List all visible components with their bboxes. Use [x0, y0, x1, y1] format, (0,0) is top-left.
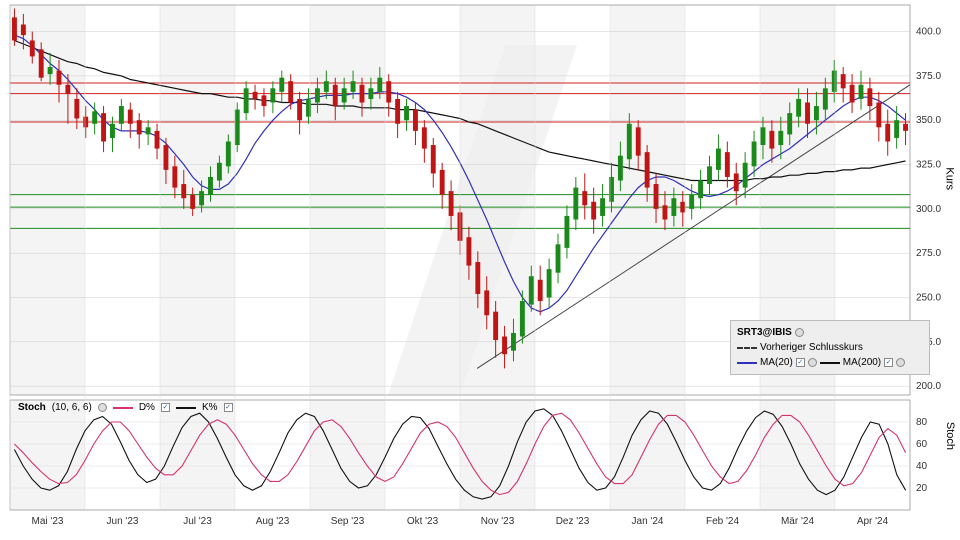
- stoch-title: Stoch: [18, 402, 46, 413]
- ma20-label: MA(20): [760, 355, 793, 370]
- svg-text:200.0: 200.0: [916, 381, 941, 392]
- chart-svg: 200.0225.0250.0275.0300.0325.0350.0375.0…: [0, 0, 960, 540]
- gear-icon[interactable]: [98, 403, 107, 412]
- stoch-axis-label: Stoch: [944, 422, 956, 450]
- stock-chart-container: 200.0225.0250.0275.0300.0325.0350.0375.0…: [0, 0, 960, 540]
- svg-text:250.0: 250.0: [916, 293, 941, 304]
- stoch-params: (10, 6, 6): [52, 402, 92, 413]
- svg-text:300.0: 300.0: [916, 204, 941, 215]
- svg-text:Apr '24: Apr '24: [857, 516, 889, 527]
- ma200-checkbox[interactable]: ✓: [884, 358, 893, 367]
- y-axis-label: Kurs: [944, 167, 956, 190]
- prev-close-label: Vorheriger Schlusskurs: [760, 340, 863, 355]
- ma20-checkbox[interactable]: ✓: [796, 358, 805, 367]
- svg-text:350.0: 350.0: [916, 115, 941, 126]
- svg-text:275.0: 275.0: [916, 248, 941, 259]
- stoch-k-line-icon: [176, 407, 196, 409]
- svg-text:Mai '23: Mai '23: [32, 516, 64, 527]
- prev-close-line-icon: [737, 347, 757, 349]
- stoch-d-line-icon: [113, 407, 133, 409]
- svg-text:Dez '23: Dez '23: [556, 516, 590, 527]
- svg-text:40: 40: [916, 461, 928, 472]
- svg-text:375.0: 375.0: [916, 71, 941, 82]
- gear-icon[interactable]: [896, 358, 905, 367]
- svg-text:Jun '23: Jun '23: [107, 516, 139, 527]
- ma20-line-icon: [737, 362, 757, 364]
- svg-text:60: 60: [916, 439, 928, 450]
- svg-text:Mär '24: Mär '24: [781, 516, 814, 527]
- stoch-d-label: D%: [139, 402, 155, 413]
- svg-text:Jan '24: Jan '24: [632, 516, 664, 527]
- gear-icon[interactable]: [795, 328, 804, 337]
- svg-text:Okt '23: Okt '23: [407, 516, 439, 527]
- stoch-d-checkbox[interactable]: ✓: [161, 403, 170, 412]
- stoch-k-label: K%: [202, 402, 218, 413]
- gear-icon[interactable]: [808, 358, 817, 367]
- svg-text:80: 80: [916, 417, 928, 428]
- svg-text:20: 20: [916, 483, 928, 494]
- svg-text:Feb '24: Feb '24: [706, 516, 739, 527]
- ma200-line-icon: [820, 362, 840, 364]
- svg-text:Nov '23: Nov '23: [481, 516, 515, 527]
- svg-text:325.0: 325.0: [916, 160, 941, 171]
- symbol-label: SRT3@IBIS: [737, 325, 792, 340]
- svg-text:Sep '23: Sep '23: [331, 516, 365, 527]
- svg-text:Aug '23: Aug '23: [256, 516, 290, 527]
- legend-main: SRT3@IBIS Vorheriger Schlusskurs MA(20) …: [730, 320, 930, 375]
- stoch-k-checkbox[interactable]: ✓: [224, 403, 233, 412]
- svg-text:Jul '23: Jul '23: [183, 516, 212, 527]
- svg-text:400.0: 400.0: [916, 27, 941, 38]
- ma200-label: MA(200): [843, 355, 881, 370]
- legend-stoch: Stoch (10, 6, 6) D% ✓ K% ✓: [18, 402, 233, 413]
